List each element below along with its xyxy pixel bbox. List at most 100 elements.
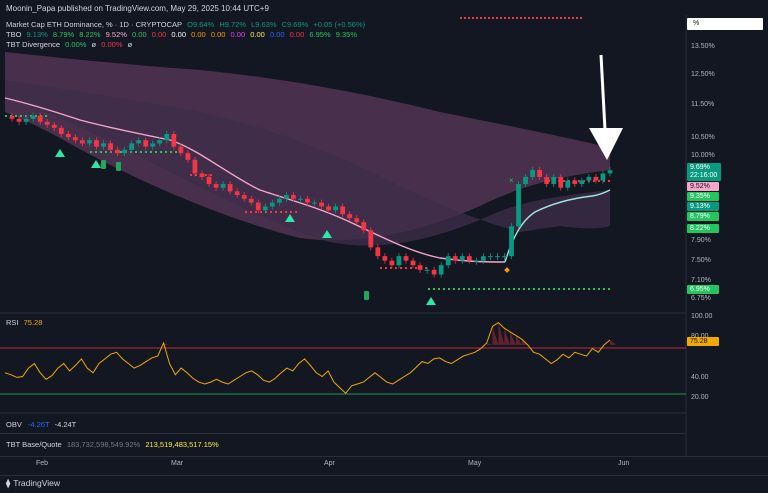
tbo-v13: 6.95%: [309, 30, 331, 39]
candle-body: [319, 202, 324, 207]
candle-body: [502, 256, 507, 258]
candle-body: [44, 121, 50, 125]
bull-signal-bar-marker: [101, 160, 106, 169]
candle-body: [276, 198, 282, 203]
candle-body: [375, 247, 381, 257]
tbo-label[interactable]: TBO: [6, 30, 22, 39]
candle-body: [164, 133, 170, 141]
candle-body: [227, 184, 233, 192]
candle-body: [452, 256, 458, 261]
candle-body: [94, 140, 99, 147]
time-axis-border: [0, 456, 768, 457]
change-value: +0.05 (+0.56%): [313, 20, 366, 29]
legend-tbo: TBO 9.13% 8.79% 8.22% 9.52% 0.00 0.00 0.…: [6, 30, 360, 39]
tbo-price-label: 8.79%: [687, 212, 719, 221]
obv-legend[interactable]: OBV -4.26T -4.24T: [6, 420, 76, 429]
candle-body: [354, 218, 360, 223]
arrow-annotation-head[interactable]: [589, 128, 623, 160]
publisher-caption: Moonin_Papa published on TradingView.com…: [6, 4, 269, 13]
candle-body: [516, 184, 521, 227]
footer-bar: [0, 475, 768, 493]
candle-body: [16, 118, 22, 122]
time-axis-label: Apr: [324, 460, 335, 467]
tbo-price-label: 8.22%: [687, 224, 719, 233]
candle-body: [199, 173, 205, 177]
tbo-price-label: 9.35%: [687, 192, 719, 201]
tbo-v8: 0.00: [210, 30, 226, 39]
tbo-slow-line: [504, 189, 611, 263]
candle-body: [396, 256, 402, 266]
tbo-price-label: 9.13%: [687, 202, 719, 211]
bull-signal-bar-marker: [364, 291, 369, 300]
candle-body: [523, 176, 528, 185]
candle-body: [361, 222, 367, 231]
candle-body: [551, 176, 557, 185]
candle-body: [340, 206, 346, 215]
candle-body: [579, 180, 585, 185]
candle-body: [347, 214, 353, 219]
tradingview-brand[interactable]: ⧫ TradingView: [6, 478, 60, 489]
tbt-divergence-label[interactable]: TBT Divergence: [6, 40, 61, 49]
candle-body: [115, 149, 120, 154]
rsi-tick: 80.00: [691, 333, 709, 340]
rsi-tick: 40.00: [691, 374, 709, 381]
symbol-title[interactable]: Market Cap ETH Dominance, % · 1D · CRYPT…: [6, 20, 183, 29]
candle-body: [544, 176, 550, 185]
rsi-name: RSI: [6, 318, 19, 327]
tbo-v11: 0.00: [269, 30, 285, 39]
tbo-v0: 9.13%: [26, 30, 48, 39]
candle-body: [213, 184, 219, 188]
rsi-tick: 20.00: [691, 394, 709, 401]
candle-body: [37, 115, 43, 122]
price-tick: 7.10%: [691, 277, 711, 284]
tbt-div-v1: ø: [91, 40, 97, 49]
candle-body: [445, 256, 451, 266]
time-axis-label: Jun: [618, 460, 630, 467]
candle-body: [312, 202, 317, 204]
candle-body: [171, 133, 177, 147]
candle-body: [558, 176, 564, 188]
candle-body: [192, 159, 198, 174]
candle-body: [424, 269, 430, 271]
price-tick: 11.50%: [691, 101, 715, 108]
price-tick: 13.50%: [691, 43, 715, 50]
last-price-countdown: 22:16:00: [690, 172, 718, 179]
candle-body: [248, 198, 254, 203]
candle-body: [389, 260, 395, 266]
tbo-v2: 8.22%: [79, 30, 101, 39]
tbt-bq-value-2: 213,519,483,517.15%: [145, 440, 219, 449]
price-tick: 10.00%: [691, 152, 715, 159]
candle-body: [206, 176, 212, 185]
candle-body: [382, 256, 388, 261]
legend-main: Market Cap ETH Dominance, % · 1D · CRYPT…: [6, 20, 368, 29]
obv-value-2: -4.24T: [54, 420, 77, 429]
close-value: C9.69%: [281, 20, 309, 29]
price-tick: 7.90%: [691, 237, 711, 244]
candle-body: [108, 143, 113, 150]
buy-signal-triangle-marker: [322, 230, 332, 238]
tbo-v14: 9.35%: [335, 30, 357, 39]
candle-body: [65, 133, 71, 138]
candle-body: [185, 153, 191, 160]
high-value: H9.72%: [219, 20, 247, 29]
cross-marker: ×: [509, 176, 514, 185]
tbo-v1: 8.79%: [52, 30, 75, 39]
candle-body: [241, 195, 247, 199]
candle-body: [431, 269, 437, 275]
candle-body: [473, 260, 479, 262]
candle-body: [30, 115, 36, 119]
rsi-tick: 100.00: [691, 313, 713, 320]
arrow-annotation-shaft[interactable]: [599, 54, 607, 131]
percent-scale-button[interactable]: %: [687, 18, 763, 30]
tbt-div-v3: ø: [127, 40, 133, 49]
tbt-base-quote-legend[interactable]: TBT Base/Quote 183,732,598,549.92% 213,5…: [6, 440, 219, 449]
candle-body: [283, 195, 289, 199]
rsi-legend[interactable]: RSI 75.28: [6, 318, 42, 327]
candle-body: [72, 137, 78, 141]
candle-body: [143, 140, 149, 147]
tbo-fast-line: [4, 97, 506, 263]
candle-body: [417, 265, 423, 270]
legend-tbt-divergence: TBT Divergence 0.00% ø 0.00% ø: [6, 40, 135, 49]
candle-body: [79, 140, 85, 144]
